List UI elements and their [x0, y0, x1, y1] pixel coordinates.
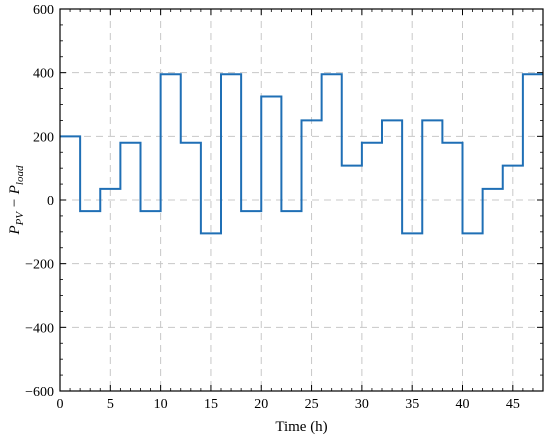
- x-tick-label: 5: [107, 397, 114, 412]
- y-label-main: P: [7, 225, 23, 235]
- x-tick-label: 10: [154, 397, 168, 412]
- y-tick-label: 200: [33, 130, 54, 145]
- y-label-sub2: load: [14, 165, 26, 185]
- x-tick-label: 30: [355, 397, 369, 412]
- x-tick-label: 45: [506, 397, 520, 412]
- y-tick-label: −200: [25, 258, 54, 273]
- y-label-mid: − P: [7, 185, 23, 212]
- y-axis-label: PPV − Pload: [7, 165, 26, 235]
- x-tick-label: 20: [254, 397, 268, 412]
- x-tick-label: 35: [405, 397, 419, 412]
- y-tick-labels: −600 −400 −200 0 200 400 600: [25, 3, 54, 400]
- plot-frame: [59, 8, 544, 392]
- y-label-sub1: PV: [14, 211, 26, 227]
- y-tick-label: −400: [25, 321, 54, 336]
- x-tick-labels: 0 5 10 15 20 25 30 35 40 45: [57, 397, 520, 412]
- x-tick-label: 40: [456, 397, 470, 412]
- series: [60, 73, 543, 235]
- x-tick-label: 25: [305, 397, 319, 412]
- y-tick-label: 0: [47, 194, 54, 209]
- y-tick-label: −600: [25, 385, 54, 400]
- x-tick-label: 15: [204, 397, 218, 412]
- grid: [60, 9, 543, 391]
- series-line: [60, 73, 543, 235]
- y-tick-label: 600: [33, 3, 54, 18]
- x-axis-label: Time (h): [275, 419, 327, 435]
- x-tick-label: 0: [57, 397, 64, 412]
- y-tick-label: 400: [33, 67, 54, 82]
